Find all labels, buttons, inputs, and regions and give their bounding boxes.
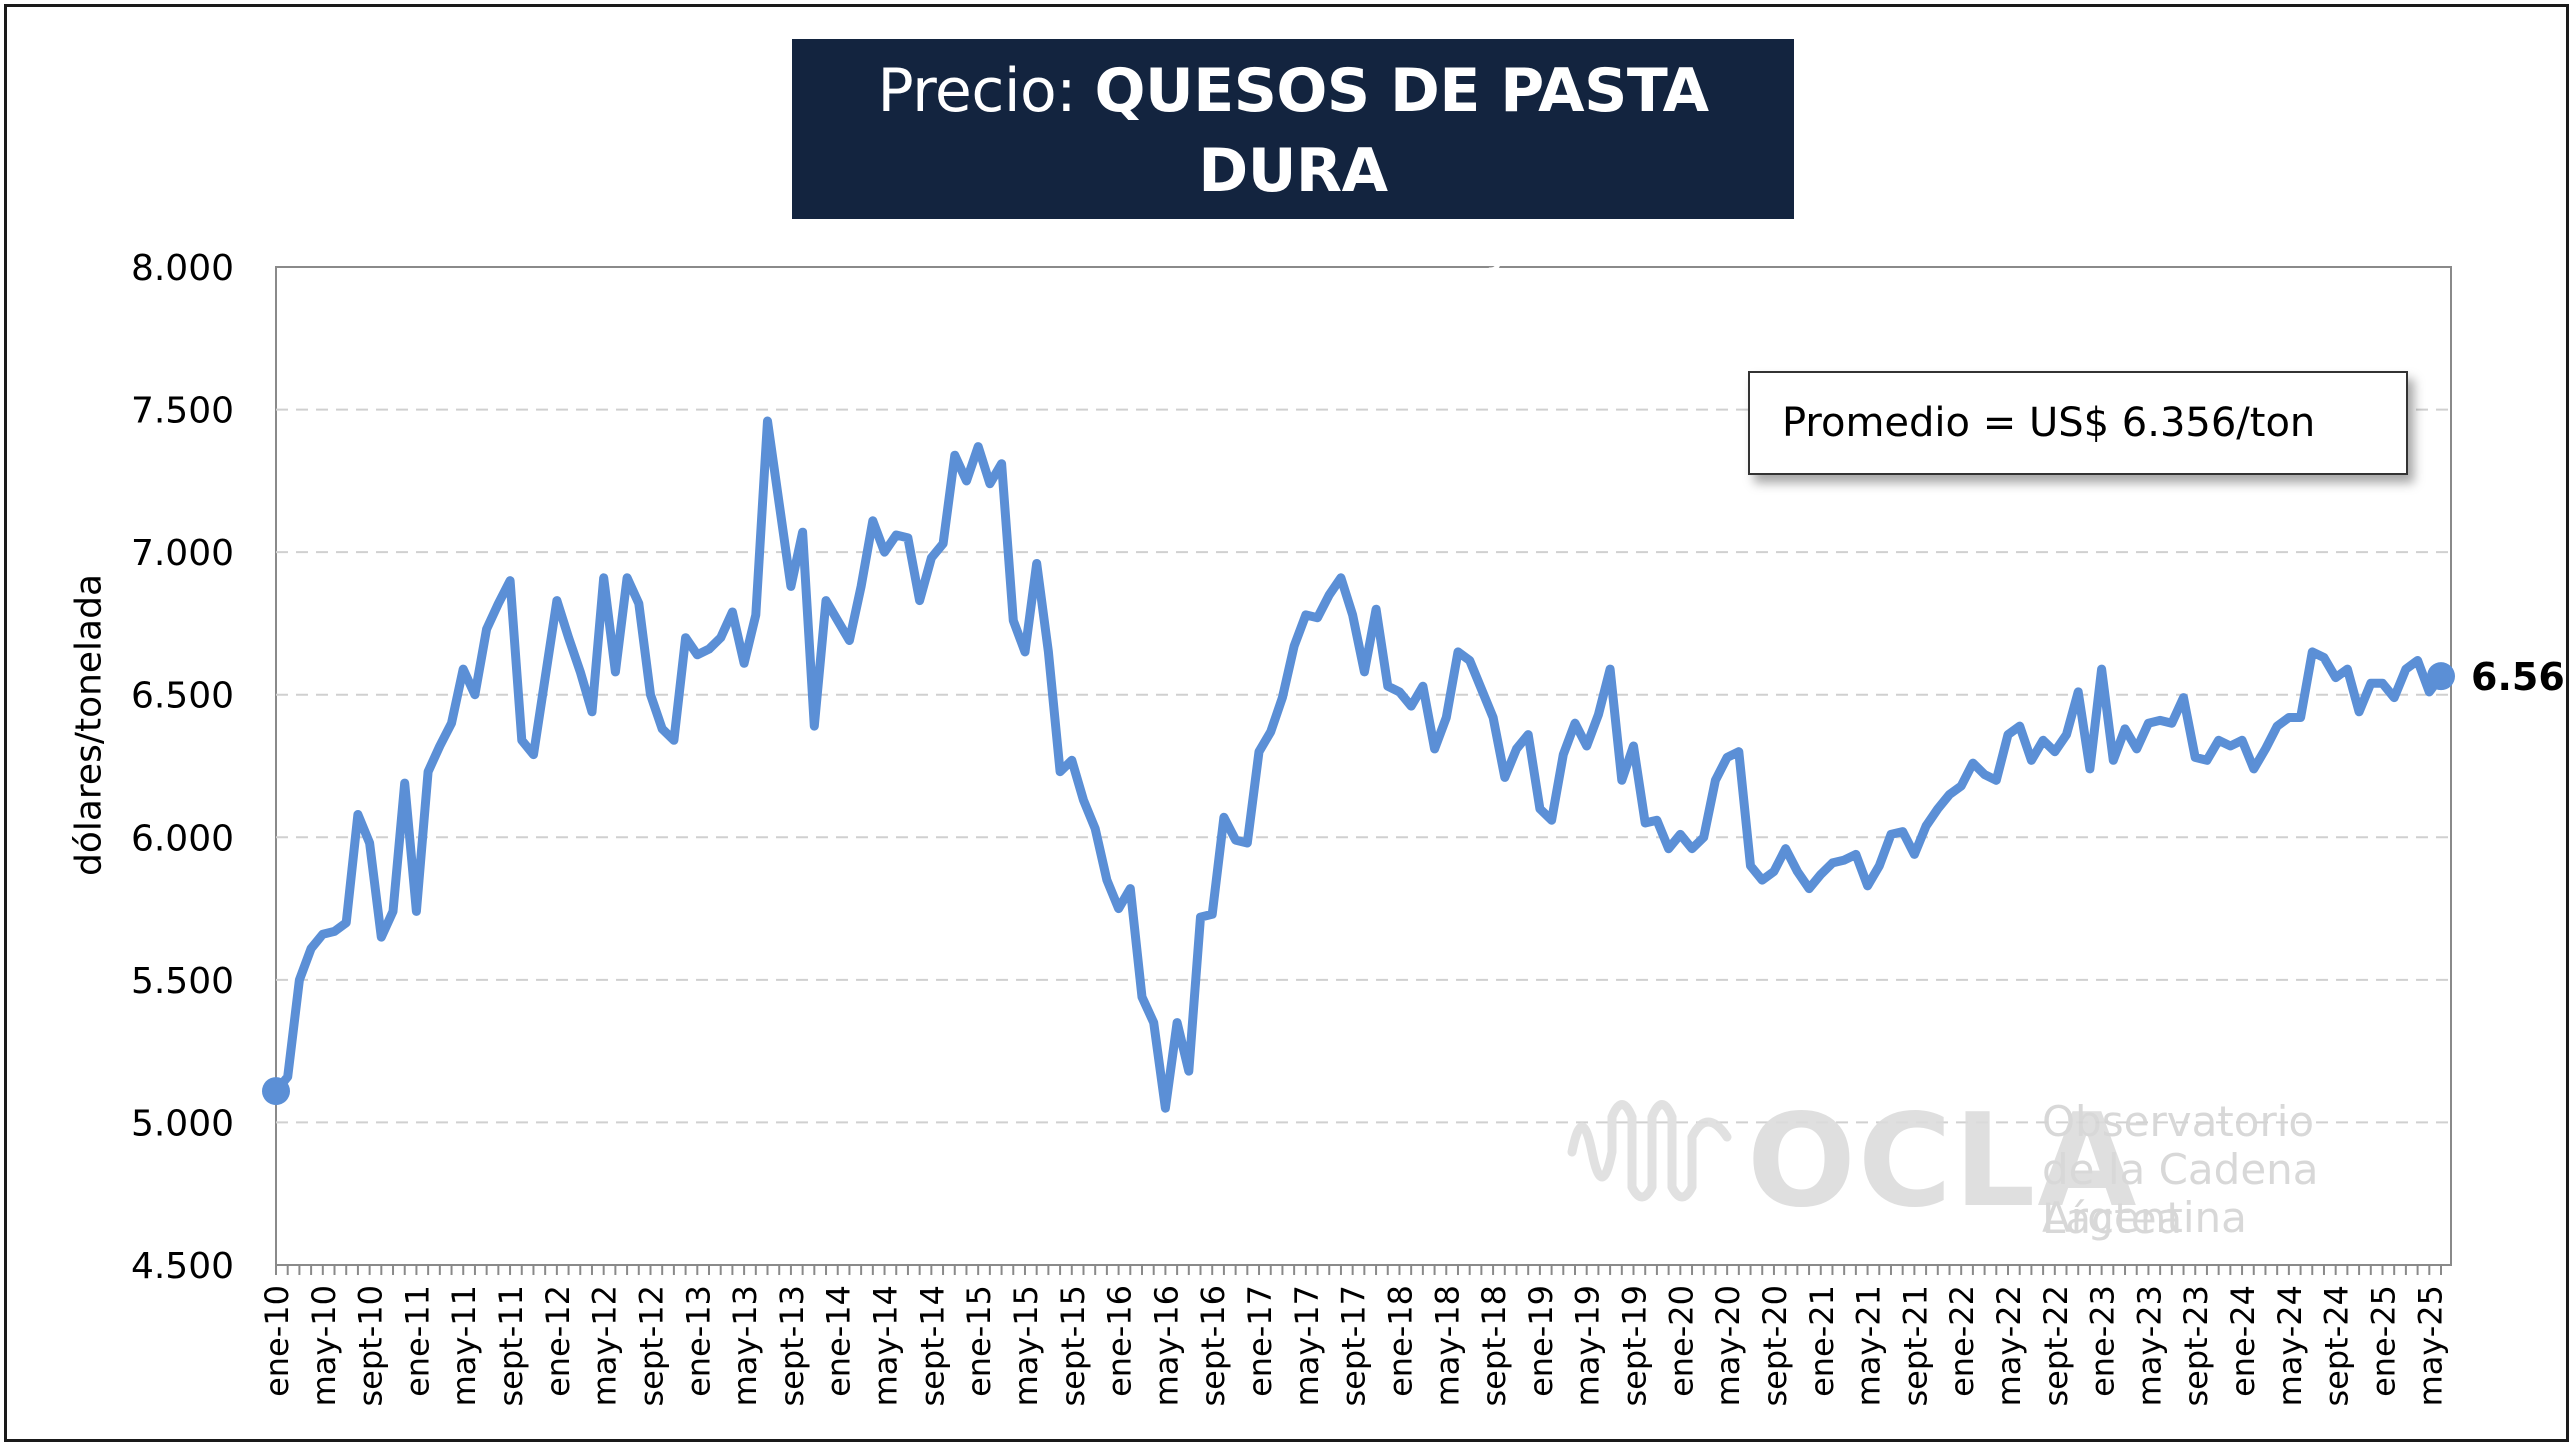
ocla-line-3: Argentina <box>2042 1193 2247 1242</box>
chart-subtitle: 04.06.90.10.190J <box>1079 218 1507 274</box>
x-tick-label: may-22 <box>1990 1285 2028 1406</box>
x-tick-label: may-16 <box>1147 1285 1185 1406</box>
x-tick-label: ene-10 <box>258 1285 296 1397</box>
y-tick-label: 5.000 <box>131 1103 234 1144</box>
x-tick-label: may-10 <box>305 1285 343 1406</box>
x-tick-label: ene-16 <box>1101 1285 1139 1397</box>
x-tick-label: sept-14 <box>913 1285 951 1406</box>
x-tick-label: may-24 <box>2271 1285 2309 1406</box>
average-annotation: Promedio = US$ 6.356/ton <box>1748 371 2408 475</box>
x-tick-label: sept-17 <box>1335 1285 1373 1406</box>
x-tick-label: sept-12 <box>632 1285 670 1406</box>
last-point-marker <box>2427 662 2455 691</box>
x-tick-label: may-21 <box>1850 1285 1888 1406</box>
x-tick-label: may-23 <box>2130 1285 2168 1406</box>
x-tick-label: sept-16 <box>1194 1285 1232 1406</box>
y-tick-label: 8.000 <box>131 248 234 289</box>
x-tick-label: may-12 <box>586 1285 624 1406</box>
price-series-line <box>271 416 2446 1113</box>
x-tick-label: ene-24 <box>2224 1285 2262 1397</box>
x-tick-label: sept-13 <box>773 1285 811 1406</box>
ocla-wave-icon <box>1567 1100 1732 1202</box>
x-tick-label: ene-17 <box>1241 1285 1279 1397</box>
y-tick-label: 5.500 <box>131 961 234 1002</box>
x-tick-label: sept-18 <box>1475 1285 1513 1406</box>
title-product: QUESOS DE PASTA DURA <box>1094 56 1710 206</box>
x-tick-label: may-20 <box>1709 1285 1747 1406</box>
ocla-logo-text: OCLA <box>1747 1087 2139 1236</box>
y-tick-label: 6.000 <box>131 818 234 859</box>
x-tick-label: sept-11 <box>492 1285 530 1406</box>
start-point-marker <box>262 1077 290 1106</box>
x-tick-label: sept-15 <box>1054 1285 1092 1406</box>
y-tick-label: 6.500 <box>131 676 234 717</box>
y-tick-label: 7.500 <box>131 391 234 432</box>
x-tick-label: may-18 <box>1428 1285 1466 1406</box>
x-tick-label: ene-19 <box>1522 1285 1560 1397</box>
x-tick-label: ene-20 <box>1662 1285 1700 1397</box>
x-tick-label: ene-18 <box>1381 1285 1419 1397</box>
x-tick-label: sept-24 <box>2318 1285 2356 1406</box>
chart-title: Precio: QUESOS DE PASTA DURA <box>792 51 1794 211</box>
x-tick-label: sept-20 <box>1756 1285 1794 1406</box>
x-tick-label: ene-14 <box>820 1285 858 1397</box>
x-tick-label: may-15 <box>1007 1285 1045 1406</box>
x-tick-label: ene-23 <box>2084 1285 2122 1397</box>
ocla-line-1: Observatorio <box>2042 1097 2315 1146</box>
x-tick-label: may-11 <box>445 1285 483 1406</box>
line-chart: 4.500 5.000 5.500 6.000 6.500 7.000 7.500 8.000… <box>131 248 2566 1406</box>
x-tick-label: sept-21 <box>1896 1285 1934 1406</box>
x-tick-label: sept-22 <box>2037 1285 2075 1406</box>
x-tick-label: ene-11 <box>398 1285 436 1397</box>
title-prefix: Precio: <box>877 56 1095 126</box>
x-tick-label: ene-25 <box>2364 1285 2402 1397</box>
y-axis-label: dólares/tonelada <box>68 573 110 877</box>
last-value-label: 6.565 <box>2471 655 2566 699</box>
x-tick-label: ene-15 <box>960 1285 998 1397</box>
chart-frame: 4.500 5.000 5.500 6.000 6.500 7.000 7.500 8.000… <box>4 4 2569 1442</box>
x-tick-label: sept-23 <box>2177 1285 2215 1406</box>
chart-title-box: Precio: QUESOS DE PASTA DURA 04.06.90.10… <box>792 39 1794 274</box>
y-tick-label: 4.500 <box>131 1246 234 1287</box>
x-tick-label: sept-19 <box>1616 1285 1654 1406</box>
x-tick-label: ene-22 <box>1943 1285 1981 1397</box>
x-tick-label: may-19 <box>1569 1285 1607 1406</box>
x-tick-label: may-25 <box>2411 1285 2449 1406</box>
ocla-watermark: OCLA Observatorio de la Cadena Láctea Ar… <box>1567 1087 2447 1247</box>
x-tick-label: ene-12 <box>539 1285 577 1397</box>
ocla-line-2: de la Cadena Láctea <box>2042 1145 2319 1243</box>
x-tick-label: may-17 <box>1288 1285 1326 1406</box>
x-tick-label: may-13 <box>726 1285 764 1406</box>
y-tick-label: 7.000 <box>131 533 234 574</box>
x-tick-label: ene-21 <box>1803 1285 1841 1397</box>
x-tick-label: ene-13 <box>679 1285 717 1397</box>
x-tick-label: sept-10 <box>352 1285 390 1406</box>
x-tick-label: may-14 <box>867 1285 905 1406</box>
